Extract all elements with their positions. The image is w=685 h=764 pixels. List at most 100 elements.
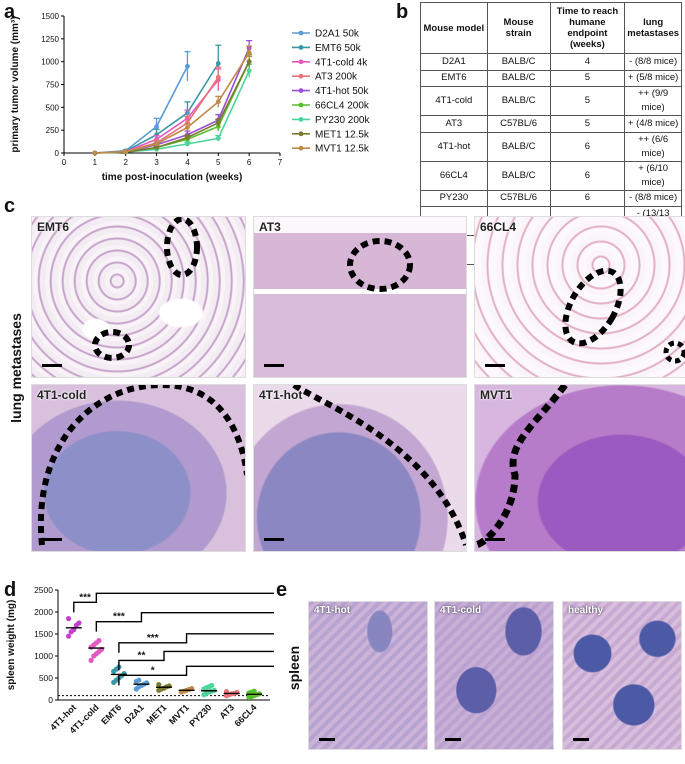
x-axis-label: time post-inoculation (weeks) — [102, 172, 243, 183]
histology-label: MVT1 — [480, 388, 513, 402]
col-header-metastases: lung metastases — [624, 2, 682, 54]
data-point — [88, 657, 94, 663]
y-axis-label: primary tumor volume (mm³) — [10, 16, 21, 152]
histology-label: AT3 — [259, 220, 281, 234]
legend-marker — [298, 30, 304, 36]
table-header-row: Mouse model Mouse strain Time to reach h… — [420, 2, 682, 54]
x-tick-label: 4 — [185, 158, 190, 167]
data-point — [246, 68, 252, 74]
x-tick-label: 5 — [216, 158, 221, 167]
lung-histology-image: 4T1-hot — [253, 384, 467, 552]
col-header-strain: Mouse strain — [486, 2, 551, 54]
x-tick-label: MET1 — [144, 702, 168, 726]
table-row: AT3 C57BL/6 5 + (4/8 mice) — [420, 115, 682, 133]
legend-entry: AT3 200k — [315, 72, 358, 83]
metastasis-outline — [562, 267, 685, 364]
x-tick-label: D2A1 — [123, 702, 146, 725]
metastasis-outline — [37, 385, 245, 546]
lung-histology-image: 66CL4 — [474, 216, 685, 378]
scale-bar — [42, 364, 62, 367]
legend-entry: 66CL4 200k — [315, 101, 370, 112]
histology-label: 4T1-cold — [37, 388, 87, 402]
data-point — [234, 689, 240, 696]
data-point — [215, 135, 221, 141]
scale-bar — [319, 738, 335, 741]
significance-label: *** — [113, 612, 125, 623]
x-tick-label: 6 — [247, 158, 252, 167]
data-point — [76, 620, 82, 626]
spleen-histology-image: 4T1-cold — [434, 601, 554, 750]
table-cell: 5 — [549, 115, 626, 133]
legend-entry: 4T1-cold 4k — [315, 57, 368, 68]
y-tick-label: 0 — [55, 149, 60, 158]
tumor-growth-chart: 0 1 2 3 4 5 6 7 0 250 500 750 1000 1250 1500 time post-… — [10, 12, 370, 183]
table-cell: + (6/10 mice) — [624, 160, 682, 191]
legend-marker — [298, 88, 304, 93]
table-row: 66CL4 BALB/C 6 + (6/10 mice) — [420, 160, 682, 191]
x-tick-label: AT3 — [217, 702, 236, 721]
y-tick-label: 2000 — [34, 607, 53, 617]
data-point — [251, 688, 257, 694]
table-cell: 4T1-hot — [420, 131, 488, 162]
series-line — [94, 52, 250, 154]
table-row: PY230 C57BL/6 6- (8/8 mice) — [420, 189, 682, 207]
spleen-label: 4T1-hot — [314, 605, 351, 616]
metastasis-outline — [292, 385, 466, 546]
scale-bar — [264, 538, 284, 541]
metastasis-outline — [347, 238, 413, 292]
table-cell: PY230 — [420, 189, 488, 207]
panel-label-a: a — [4, 1, 16, 23]
y-tick-label: 500 — [39, 673, 53, 683]
data-point — [154, 141, 159, 147]
data-point — [96, 638, 102, 644]
table-cell: BALB/C — [486, 160, 551, 191]
series-line — [94, 47, 250, 154]
spleen-label: healthy — [568, 605, 604, 616]
x-tick-label: 66CL4 — [232, 702, 258, 728]
lung-histology-image: MVT1 — [474, 384, 685, 552]
data-point — [215, 61, 221, 66]
lung-metastases-side-label: lung metastases — [8, 313, 24, 423]
spleen-side-label: spleen — [286, 645, 302, 691]
histology-label: 66CL4 — [480, 220, 517, 234]
legend-entry: EMT6 50k — [315, 43, 362, 54]
legend-marker — [298, 131, 304, 137]
lung-histology-image: 4T1-cold — [31, 384, 246, 552]
y-tick-label: 2500 — [34, 585, 53, 595]
table-row: 4T1-hot BALB/C 6 ++ (6/6 mice) — [420, 131, 682, 162]
legend-marker — [298, 102, 304, 108]
panel-label-d: d — [4, 579, 17, 601]
legend-marker — [298, 145, 304, 151]
data-point — [156, 682, 162, 688]
y-tick-label: 1500 — [34, 629, 53, 639]
panel-label-c: c — [4, 195, 16, 217]
y-tick-label: 750 — [46, 81, 60, 90]
table-cell: 6 — [549, 131, 626, 162]
data-point — [185, 135, 190, 140]
scale-bar — [485, 538, 505, 541]
table-cell: - (8/8 mice) — [624, 189, 682, 207]
scale-bar — [573, 738, 589, 741]
scale-bar — [445, 738, 461, 741]
col-header-time: Time to reach humane endpoint (weeks) — [549, 2, 626, 54]
significance-bracket — [118, 650, 274, 671]
lung-histology-image: EMT6 — [31, 216, 246, 378]
legend-entry: MVT1 12.5k — [315, 144, 370, 155]
significance-bracket — [118, 633, 274, 653]
data-point — [185, 63, 190, 69]
legend-marker — [298, 45, 304, 50]
histology-label: 4T1-hot — [259, 388, 303, 402]
data-point — [154, 145, 159, 150]
histology-label: EMT6 — [37, 220, 70, 234]
y-tick-label: 1500 — [41, 12, 59, 21]
table-cell: D2A1 — [420, 53, 488, 71]
table-cell: 5 — [549, 86, 626, 116]
lung-histology-image: AT3 — [253, 216, 467, 378]
legend-entry: D2A1 50k — [315, 29, 360, 40]
data-point — [185, 125, 190, 130]
table-cell: 5 — [549, 69, 626, 87]
table-cell: + (4/8 mice) — [624, 115, 682, 133]
legend-marker — [298, 73, 304, 79]
table-cell: 66CL4 — [420, 160, 488, 191]
